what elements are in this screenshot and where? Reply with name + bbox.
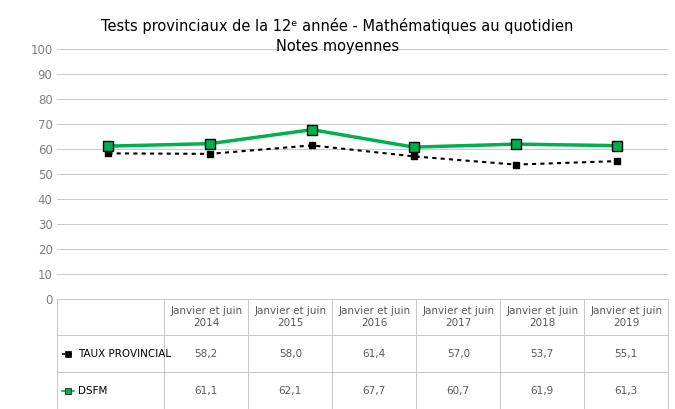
Text: 58,2: 58,2 [194,349,218,359]
Text: 60,7: 60,7 [447,386,470,396]
Text: 61,9: 61,9 [531,386,554,396]
Text: Janvier et juin
2015: Janvier et juin 2015 [254,306,326,328]
Text: 61,4: 61,4 [362,349,386,359]
Text: 61,1: 61,1 [194,386,218,396]
Text: 61,3: 61,3 [615,386,638,396]
Text: 55,1: 55,1 [615,349,638,359]
Text: Janvier et juin
2014: Janvier et juin 2014 [170,306,242,328]
Text: Janvier et juin
2017: Janvier et juin 2017 [422,306,494,328]
Text: Tests provinciaux de la 12ᵉ année - Mathématiques au quotidien
Notes moyennes: Tests provinciaux de la 12ᵉ année - Math… [101,18,574,54]
Text: 62,1: 62,1 [279,386,302,396]
Text: Janvier et juin
2016: Janvier et juin 2016 [338,306,410,328]
Text: 67,7: 67,7 [362,386,386,396]
Text: 53,7: 53,7 [531,349,554,359]
Text: TAUX PROVINCIAL: TAUX PROVINCIAL [78,349,171,359]
Text: 58,0: 58,0 [279,349,302,359]
Text: Janvier et juin
2018: Janvier et juin 2018 [506,306,578,328]
Text: Janvier et juin
2019: Janvier et juin 2019 [590,306,662,328]
Text: DSFM: DSFM [78,386,107,396]
Text: 57,0: 57,0 [447,349,470,359]
